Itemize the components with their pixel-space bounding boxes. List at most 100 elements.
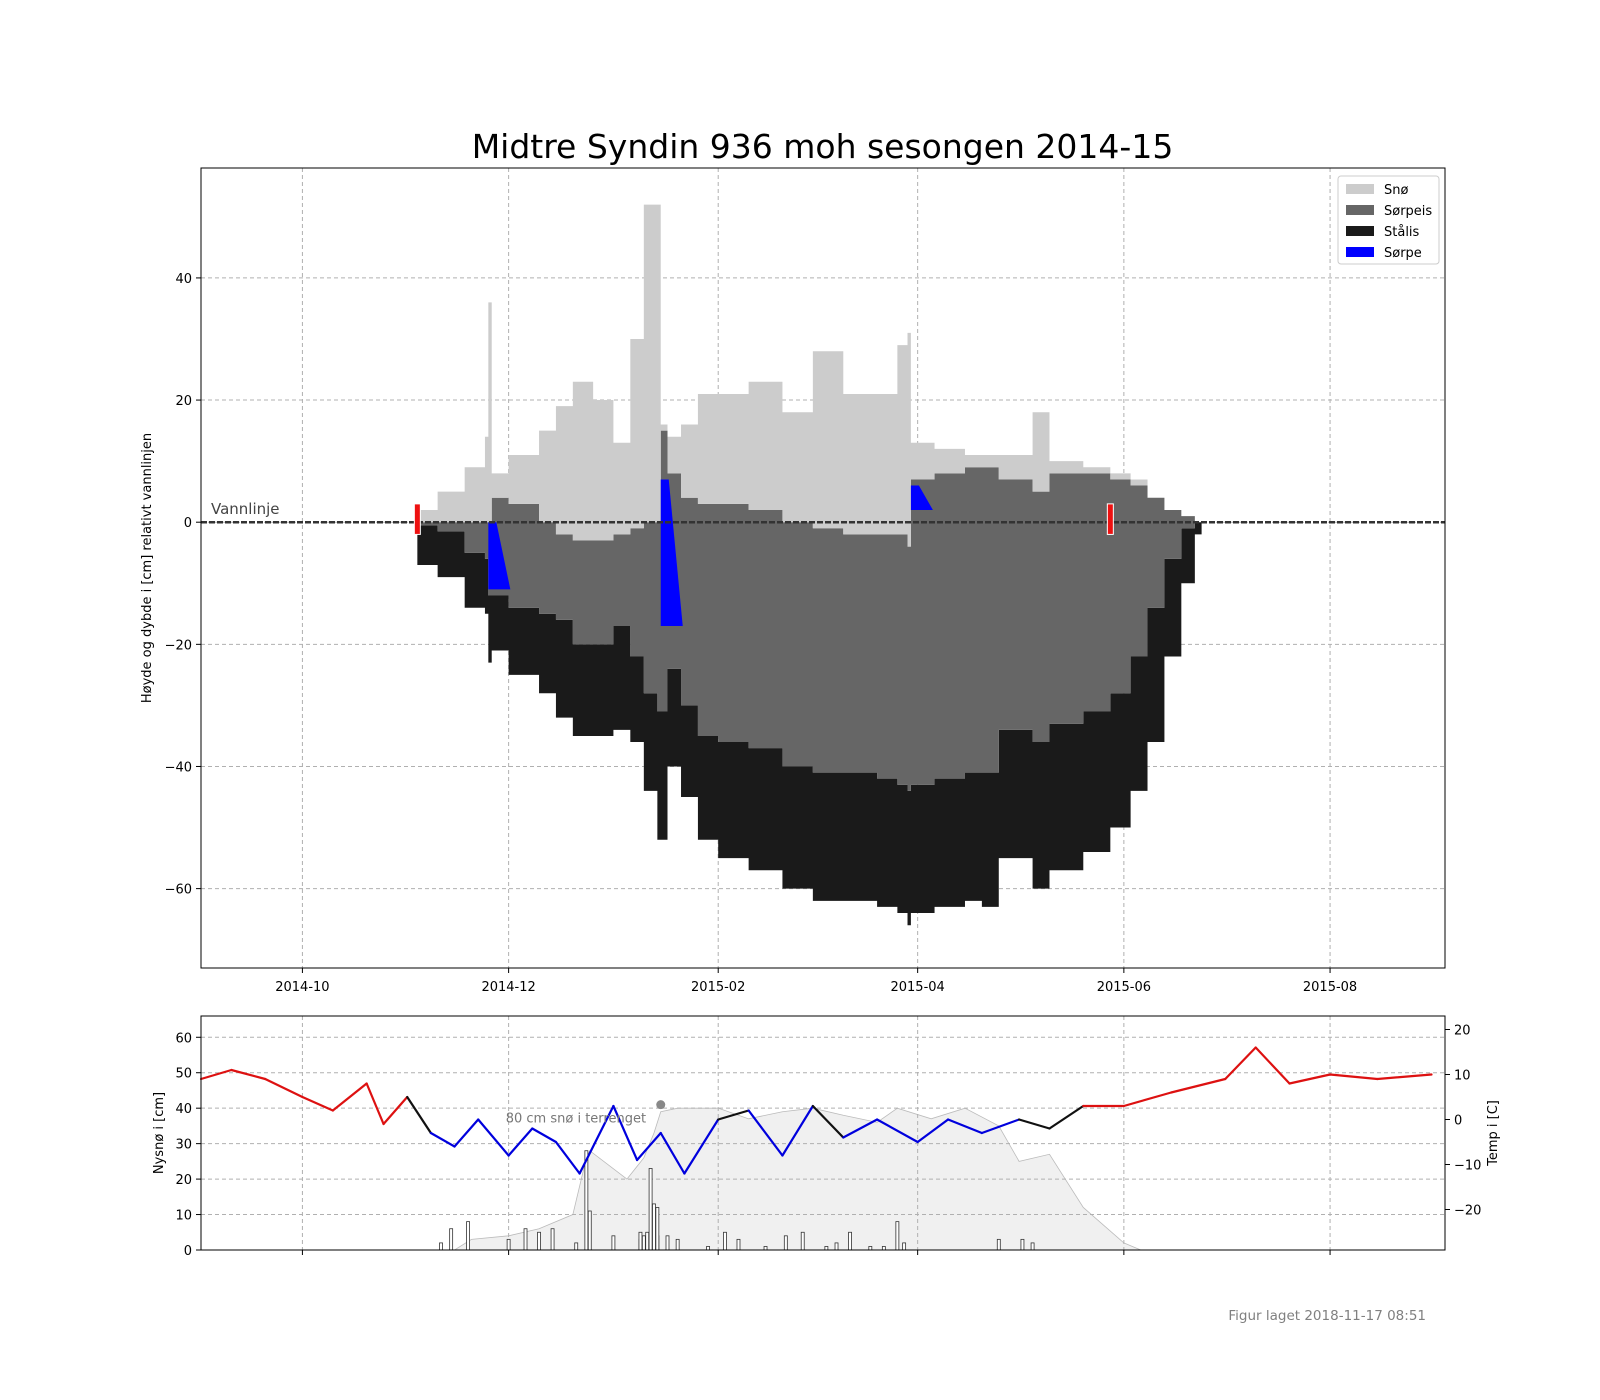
snow-area [417, 204, 1205, 547]
temperature-segment [199, 1068, 233, 1081]
new-snow-bar [587, 1210, 592, 1251]
temperature-segment [301, 1095, 334, 1112]
y-tick-label: 60 [175, 1031, 192, 1046]
legend-swatch [1346, 205, 1374, 215]
new-snow-bar [824, 1246, 829, 1251]
legend-swatch [1346, 184, 1374, 194]
new-snow-bar [1020, 1238, 1025, 1251]
water-line-label: Vannlinje [211, 500, 280, 518]
new-snow-bar [466, 1221, 470, 1251]
temperature-segment [578, 1104, 615, 1175]
y-tick-label: 30 [175, 1138, 192, 1153]
new-snow-bar [675, 1238, 680, 1251]
temperature-segment [1122, 1091, 1173, 1108]
x-tick-label: 2015-02 [691, 980, 745, 995]
y-tick-label: 50 [175, 1067, 192, 1082]
temperature-segment [747, 1109, 784, 1157]
temperature-segment [1048, 1104, 1085, 1130]
sub-y-axis-label: Nysnø i [cm] [152, 1092, 167, 1174]
new-snow-bar [723, 1231, 727, 1251]
y-tick-label: 40 [175, 272, 192, 287]
new-snow-bar [439, 1242, 443, 1251]
temperature-segment [453, 1118, 480, 1148]
slush-ice-area [417, 430, 1205, 791]
chart-title: Midtre Syndin 936 moh sesongen 2014-15 [471, 127, 1174, 166]
temperature-segment [612, 1104, 639, 1162]
new-snow-bar [523, 1228, 528, 1251]
y-tick-label: 20 [175, 1173, 192, 1188]
temperature-segment [781, 1104, 814, 1157]
temperature-segment [230, 1068, 267, 1081]
temperature-segment [811, 1104, 845, 1139]
temperature-segment [1288, 1073, 1332, 1085]
slush-mark [660, 479, 683, 627]
temperature-segment [531, 1127, 558, 1144]
temperature-segment [1017, 1118, 1051, 1130]
new-snow-bar [506, 1238, 511, 1251]
new-snow-bar [881, 1246, 886, 1251]
observation-marker [1106, 503, 1114, 535]
temperature-segment [1376, 1073, 1433, 1081]
new-snow-bar [834, 1242, 839, 1251]
y-tick-label: 40 [175, 1102, 192, 1117]
legend-label: Snø [1384, 183, 1408, 198]
new-snow-bar [665, 1235, 670, 1251]
temperature-segment [331, 1082, 368, 1112]
temperature-segment [916, 1118, 950, 1144]
y-tick-label: 10 [175, 1209, 192, 1224]
temperature-segment [875, 1118, 919, 1144]
figure-timestamp: Figur laget 2018-11-17 08:51 [1228, 1308, 1426, 1324]
legend-label: Sørpe [1384, 246, 1422, 261]
y2-tick-label: −20 [1454, 1204, 1481, 1219]
new-snow-bar [638, 1231, 643, 1251]
y2-tick-label: 10 [1454, 1069, 1471, 1084]
observation-marker [413, 503, 421, 535]
temperature-segment [1170, 1077, 1227, 1094]
new-snow-bar [655, 1207, 660, 1251]
temperature-segment [264, 1077, 304, 1099]
x-tick-label: 2015-08 [1303, 980, 1357, 995]
slush-mark [488, 522, 511, 590]
temperature-segment [507, 1127, 534, 1157]
new-snow-bar [800, 1231, 805, 1251]
new-snow-bar [537, 1231, 541, 1251]
new-snow-bar [996, 1238, 1001, 1251]
terrain-snow-marker [656, 1100, 666, 1110]
weather-chart: 80 cm snø i terrenget 0 10 20 30 40 50 60 −20 −10… [152, 1015, 1501, 1259]
main-chart: Vannlinje 2014-10 2014-12 2015-02 2015-04 201… [140, 167, 1446, 995]
y2-tick-label: 20 [1454, 1024, 1471, 1039]
temperature-segment [946, 1118, 983, 1135]
sub-y2-axis-label: Temp i [C] [1486, 1100, 1501, 1167]
temperature-segment [477, 1118, 510, 1157]
terrain-snow-annotation: 80 cm snø i terrenget [506, 1112, 646, 1127]
temperature-segment [1328, 1073, 1379, 1081]
y-tick-label: 20 [175, 394, 192, 409]
new-snow-bar [706, 1246, 710, 1251]
new-snow-bar [1030, 1242, 1035, 1251]
temperature-segment [842, 1118, 879, 1139]
y2-tick-label: −10 [1454, 1159, 1481, 1174]
new-snow-bar [645, 1231, 650, 1251]
new-snow-bar [641, 1235, 646, 1251]
new-snow-bar [736, 1238, 741, 1251]
temperature-segment [635, 1131, 662, 1162]
temperature-segment [554, 1140, 581, 1175]
temperature-segment [659, 1131, 686, 1175]
temperature-segment [980, 1118, 1021, 1135]
new-snow-bar [550, 1228, 555, 1251]
y-tick-label: 0 [184, 1244, 192, 1259]
temperature-segment [429, 1131, 456, 1148]
y-tick-label: −60 [165, 883, 192, 898]
legend-label: Stålis [1384, 225, 1420, 240]
new-snow-bar [611, 1235, 616, 1251]
legend-swatch [1346, 226, 1374, 236]
x-tick-label: 2015-04 [890, 980, 944, 995]
legend-label: Sørpeis [1384, 204, 1432, 219]
slush-mark [910, 485, 933, 510]
temperature-segment [406, 1095, 432, 1135]
temperature-segment [717, 1109, 750, 1121]
black-ice-area [417, 522, 1205, 926]
x-tick-label: 2014-10 [275, 980, 329, 995]
new-snow-bar [763, 1246, 768, 1251]
